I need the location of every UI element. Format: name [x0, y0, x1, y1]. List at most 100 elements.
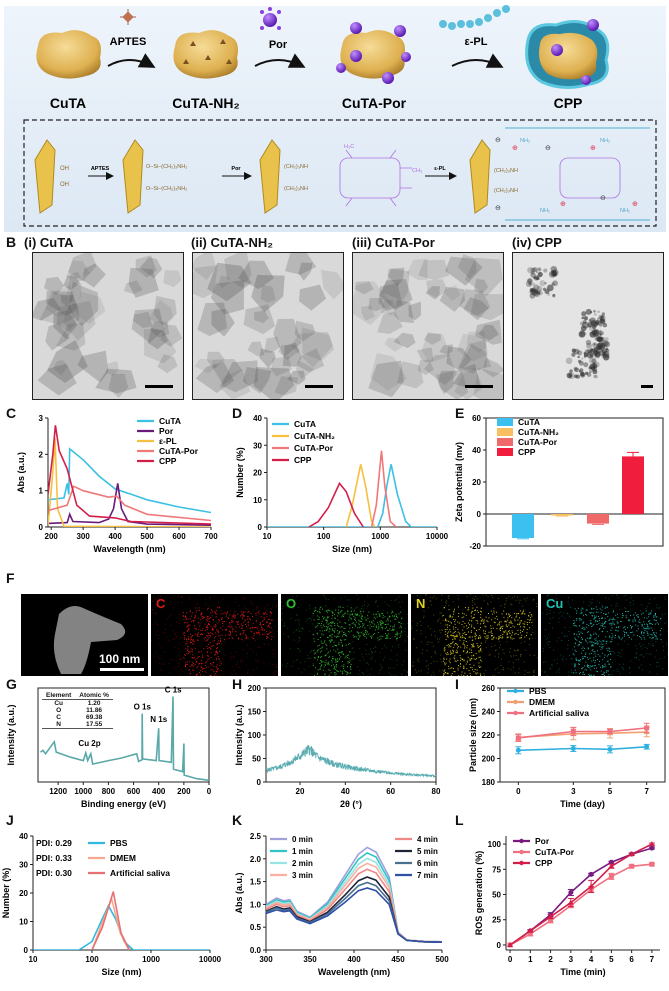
element-signal [575, 657, 577, 659]
element-signal [338, 658, 340, 660]
element-signal [511, 617, 513, 619]
element-signal [208, 633, 210, 634]
element-signal [627, 634, 629, 636]
element-signal [445, 605, 447, 607]
aggregate [602, 353, 610, 361]
element-signal [394, 624, 395, 626]
element-signal [601, 617, 603, 619]
element-signal [230, 671, 231, 673]
element-signal [407, 672, 408, 673]
nanosheet [254, 310, 269, 324]
element-signal [398, 602, 400, 604]
nanosheet [149, 321, 170, 338]
element-signal [309, 607, 311, 609]
element-signal [269, 623, 271, 625]
element-signal [447, 636, 449, 638]
element-signal [298, 619, 300, 621]
element-signal [304, 661, 306, 663]
element-signal [379, 621, 381, 623]
element-signal [504, 606, 506, 608]
element-signal [204, 599, 206, 601]
element-signal [477, 622, 479, 624]
element-signal [189, 661, 191, 663]
legend-swatch [497, 428, 513, 436]
element-signal [386, 635, 388, 637]
element-signal [593, 651, 595, 653]
element-signal [394, 615, 396, 617]
element-signal [178, 613, 180, 615]
element-signal [639, 636, 641, 638]
element-signal [623, 635, 625, 637]
element-signal [396, 639, 398, 641]
element-signal [594, 621, 596, 623]
element-signal [648, 643, 649, 645]
element-signal [463, 651, 465, 653]
element-signal [198, 663, 200, 665]
panel-label-e: E [455, 405, 465, 421]
element-signal [182, 634, 184, 636]
element-signal [332, 658, 334, 660]
element-signal [197, 656, 199, 658]
element-signal [394, 636, 396, 637]
element-signal [210, 625, 212, 627]
element-signal [192, 654, 194, 656]
element-signal [319, 669, 321, 671]
element-signal [340, 611, 341, 613]
element-signal [362, 633, 364, 635]
element-signal [485, 637, 487, 639]
element-signal [199, 672, 200, 674]
element-signal [209, 634, 211, 636]
element-signal [196, 628, 197, 630]
element-signal [505, 624, 507, 626]
element-signal [189, 639, 191, 641]
nanosheet [459, 344, 492, 371]
element-signal [216, 643, 218, 645]
element-signal [451, 635, 453, 637]
nanosheet [67, 282, 99, 327]
element-signal [572, 653, 574, 655]
element-signal [590, 674, 592, 676]
element-signal [642, 635, 644, 636]
aggregate [552, 293, 556, 297]
element-signal [605, 671, 607, 673]
element-signal [452, 649, 454, 651]
eds-label-o: O [286, 596, 297, 611]
element-signal [462, 659, 463, 660]
element-signal [504, 620, 506, 622]
element-signal [295, 660, 297, 661]
element-signal [201, 656, 203, 658]
element-signal [453, 651, 454, 653]
element-signal [322, 616, 324, 618]
element-signal [549, 668, 551, 670]
data-point [527, 931, 533, 937]
element-signal [338, 642, 340, 644]
element-signal [357, 638, 359, 640]
element-signal [581, 612, 583, 614]
element-signal [393, 629, 395, 631]
element-signal [464, 647, 466, 649]
element-signal [646, 632, 648, 634]
aggregate [594, 354, 597, 357]
element-signal [617, 597, 619, 599]
cuta-por-particle [336, 22, 411, 84]
element-signal [475, 672, 477, 674]
x-tick-label: 800 [102, 787, 116, 796]
element-signal [606, 640, 608, 642]
element-signal [362, 673, 364, 675]
element-signal [628, 611, 630, 613]
element-signal [480, 620, 482, 622]
element-signal [432, 597, 434, 599]
aggregate [583, 316, 588, 321]
element-signal [363, 623, 365, 625]
element-signal [228, 630, 230, 632]
element-signal [637, 628, 639, 630]
element-signal [596, 608, 598, 610]
element-signal [416, 629, 418, 631]
element-signal [195, 611, 197, 613]
element-signal [164, 651, 166, 653]
element-signal [518, 672, 520, 674]
element-signal [591, 608, 593, 610]
element-signal [649, 664, 651, 666]
